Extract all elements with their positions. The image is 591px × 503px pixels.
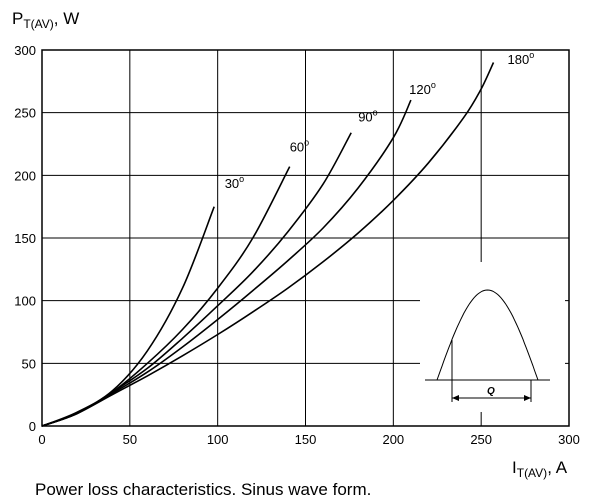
x-tick-label: 300: [558, 432, 580, 447]
grid-lines: [42, 50, 569, 426]
curves: [41, 62, 495, 427]
curve-90-deg: [41, 132, 352, 427]
inset-q-label: Q: [487, 386, 495, 397]
inset-left-arrow: [452, 395, 459, 401]
y-tick-label: 250: [14, 106, 36, 121]
curve-30-deg: [41, 206, 215, 427]
x-tick-label: 100: [207, 432, 229, 447]
curve-label: 120o: [409, 80, 436, 97]
y-tick-label: 0: [29, 419, 36, 434]
curve-label: 90o: [358, 107, 377, 124]
curve-label: 60o: [290, 138, 309, 155]
curve-60-deg: [41, 166, 291, 427]
y-tick-label: 300: [14, 43, 36, 58]
y-tick-label: 50: [22, 356, 36, 371]
tick-labels: 0 50 100 150 200 250 300 0 50 100 150 200 250 300: [14, 43, 580, 447]
x-axis-title: IT(AV), A: [512, 458, 568, 480]
inset-half-sine: [436, 289, 539, 381]
curve-label: 180o: [508, 50, 535, 67]
y-tick-label: 100: [14, 294, 36, 309]
plot-frame: [41, 49, 570, 427]
x-tick-label: 0: [38, 432, 45, 447]
y-tick-label: 200: [14, 168, 36, 183]
inset-background: [420, 262, 565, 412]
curve-label: 30o: [225, 174, 244, 191]
curve-120-deg: [41, 99, 412, 427]
y-axis-title: PT(AV), W: [12, 9, 79, 31]
x-tick-label: 200: [382, 432, 404, 447]
curve-labels: 30o 60o 90o 120o 180o: [225, 50, 535, 191]
chart-caption: Power loss characteristics. Sinus wave f…: [35, 480, 372, 499]
x-tick-label: 150: [295, 432, 317, 447]
inset-right-arrow: [524, 395, 531, 401]
y-tick-label: 150: [14, 231, 36, 246]
curve-180-deg: [41, 62, 495, 427]
x-tick-label: 250: [470, 432, 492, 447]
sinus-inset: Q: [420, 262, 565, 412]
power-loss-chart: 0 50 100 150 200 250 300 0 50 100 150 200 250 300 30o…: [12, 9, 580, 480]
x-tick-label: 50: [123, 432, 137, 447]
